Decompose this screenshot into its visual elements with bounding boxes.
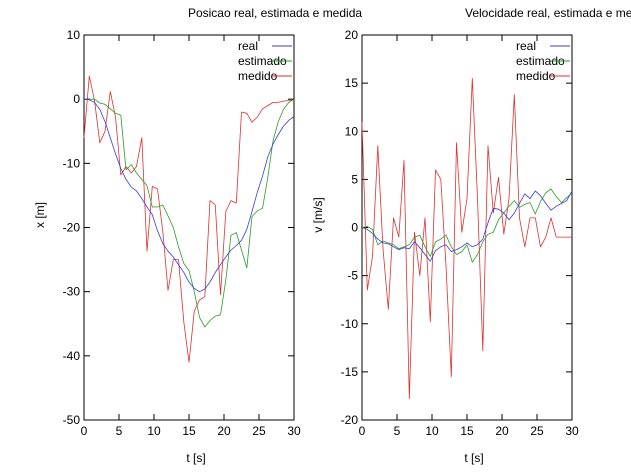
position-series-line-estimado [84,98,295,328]
velocity-x-tick-label: 10 [425,424,439,438]
velocity-y-tick-label: -20 [341,413,359,427]
velocity-series-line-estimado [361,188,573,263]
velocity-y-tick-label: 10 [345,124,359,138]
position-x-axis-label: t [s] [186,451,205,465]
velocity-y-tick-label: -15 [341,365,359,379]
position-series-lines [83,75,295,363]
velocity-y-tick-label: 0 [351,221,358,235]
velocity-series-line-real [361,190,573,262]
velocity-y-tick-label: -5 [347,269,358,283]
position-x-tick-label: 0 [81,424,88,438]
position-x-tick-label: 20 [217,424,231,438]
velocity-chart-title: Velocidade real, estimada e medida [465,6,631,20]
velocity-series-line-medido [361,77,572,400]
velocity-x-axis-label: t [s] [464,451,483,465]
position-x-tick-label: 10 [147,424,161,438]
velocity-x-tick-label: 30 [565,424,579,438]
position-y-axis-label: x [m] [33,202,47,228]
position-legend-label: real [238,39,258,53]
position-chart: Posicao real, estimada e medida 0 5 10 15 20… [33,6,362,465]
position-y-tick-label: 10 [67,28,81,42]
velocity-x-tick-label: 15 [460,424,474,438]
position-axis-ticks: 0 5 10 15 20 25 30 10 0 -10 -20 -30 -40 -50 [63,28,301,438]
position-y-tick-label: -40 [63,349,81,363]
velocity-x-tick-label: 5 [394,424,401,438]
position-x-tick-label: 25 [252,424,266,438]
velocity-y-tick-label: -10 [341,317,359,331]
position-y-tick-label: -30 [63,285,81,299]
velocity-y-tick-label: 15 [345,76,359,90]
velocity-x-tick-label: 0 [359,424,366,438]
position-legend-label: medido [238,69,278,83]
position-series-line-medido [83,75,295,363]
position-y-tick-label: 0 [73,92,80,106]
velocity-x-tick-label: 20 [495,424,509,438]
velocity-plot-frame [361,34,573,421]
position-y-tick-label: -50 [63,413,81,427]
position-y-tick-label: -10 [63,156,81,170]
position-x-tick-label: 30 [287,424,301,438]
position-y-tick-label: -20 [63,221,81,235]
position-series-line-real [83,98,295,293]
position-x-tick-label: 5 [116,424,123,438]
velocity-legend-label: medido [516,69,556,83]
velocity-axis-ticks: 0 5 10 15 20 25 30 20 15 10 5 0 -5 -10 -15 -20 [341,28,579,438]
position-legend-label: estimado [238,54,287,68]
position-chart-title: Posicao real, estimada e medida [188,6,362,20]
velocity-legend-label: estimado [516,54,565,68]
velocity-x-tick-label: 25 [530,424,544,438]
velocity-legend-label: real [516,39,536,53]
velocity-chart: Velocidade real, estimada e medida 0 5 10 1… [311,6,631,465]
velocity-series-lines [361,77,573,400]
position-x-tick-label: 15 [182,424,196,438]
velocity-y-tick-label: 20 [345,28,359,42]
velocity-y-tick-label: 5 [351,172,358,186]
velocity-y-axis-label: v [m/s] [311,197,325,232]
